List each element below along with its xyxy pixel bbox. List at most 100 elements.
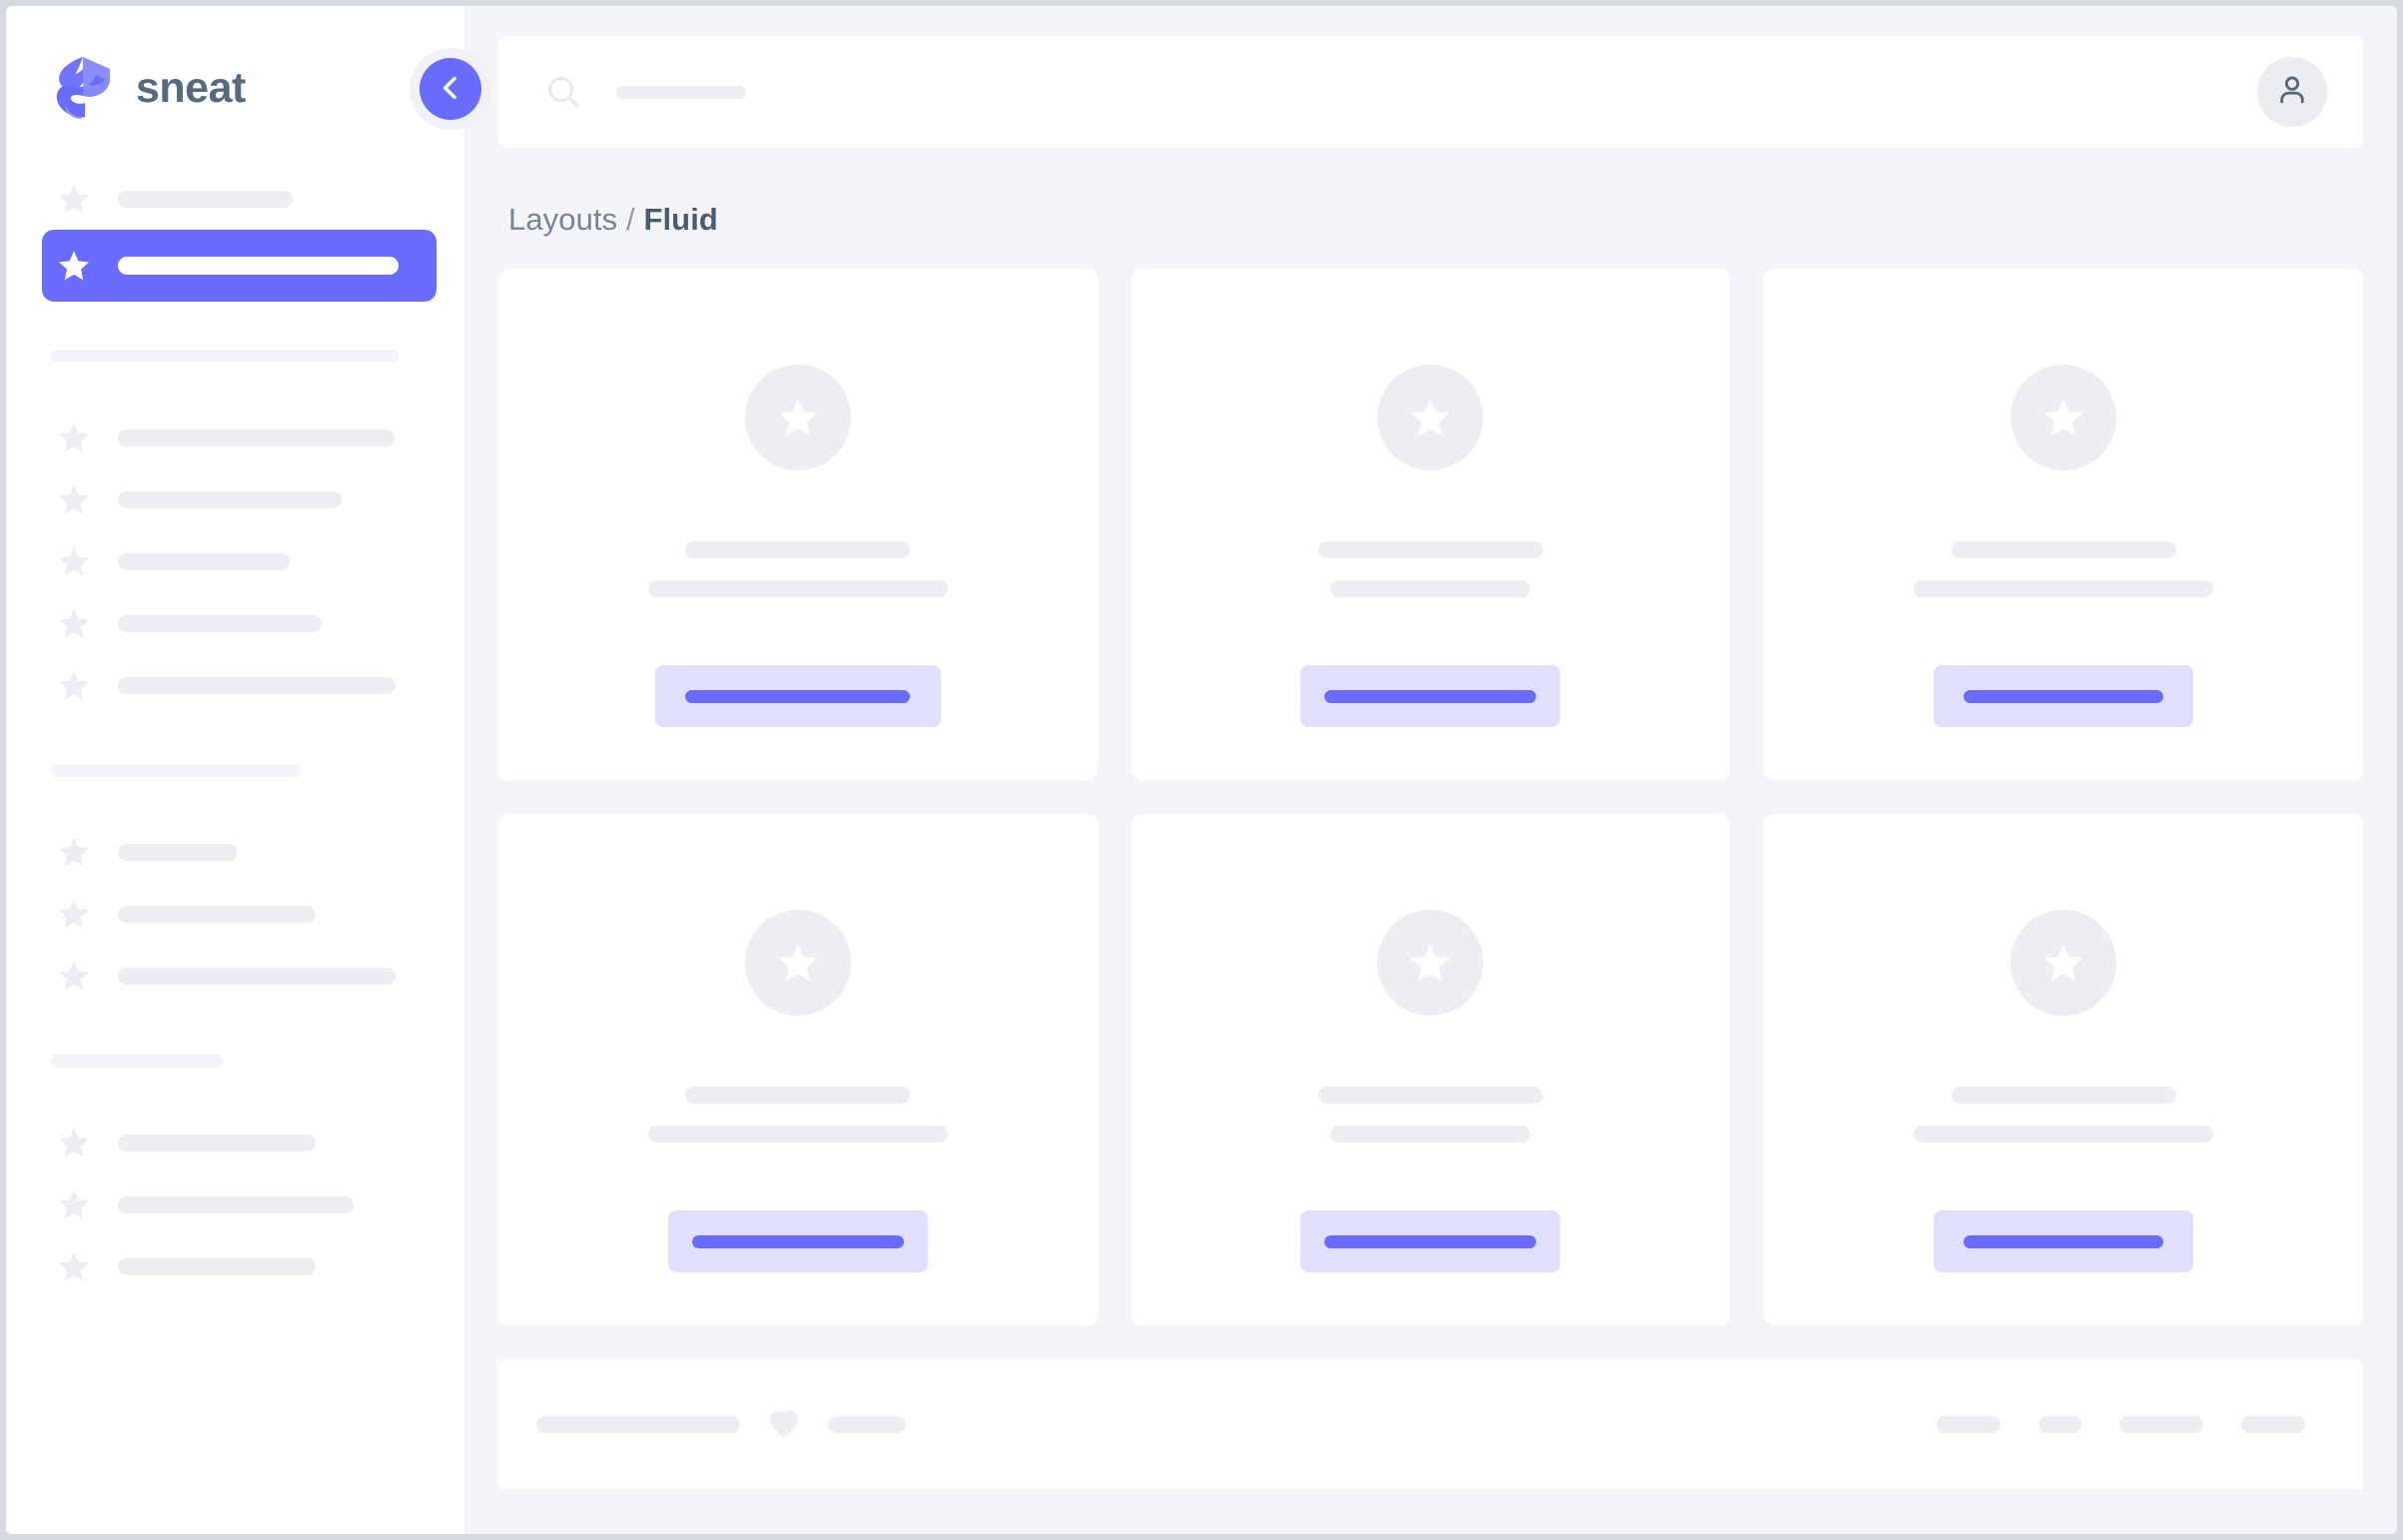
sidebar: sneat	[6, 6, 491, 1534]
breadcrumb-separator: /	[626, 202, 635, 237]
star-icon	[56, 1125, 92, 1160]
star-icon	[2040, 940, 2086, 986]
card-avatar	[1377, 365, 1484, 470]
app-window: sneat	[6, 6, 2397, 1534]
star-icon	[56, 834, 92, 870]
collapse-toggle-wrap	[409, 48, 491, 130]
search-icon	[544, 73, 582, 111]
sidebar-item-label	[118, 676, 396, 694]
user-icon	[2273, 71, 2311, 114]
card-avatar	[1377, 910, 1484, 1016]
sidebar-item[interactable]	[42, 654, 424, 716]
star-icon	[56, 181, 92, 217]
sidebar-item-label	[118, 843, 238, 861]
card-action-label	[1964, 1234, 2164, 1248]
footer-right	[1937, 1415, 2305, 1433]
breadcrumb-current: Fluid	[643, 202, 718, 237]
footer-link[interactable]	[1937, 1415, 2001, 1433]
footer-link[interactable]	[2241, 1415, 2305, 1433]
sidebar-item[interactable]	[42, 592, 424, 654]
sidebar-item[interactable]	[42, 1173, 424, 1235]
card-title	[1317, 1087, 1543, 1104]
card-grid	[498, 269, 2363, 1325]
breadcrumb-parent[interactable]: Layouts	[508, 202, 618, 237]
footer-text	[536, 1415, 740, 1433]
card-action-label	[685, 689, 911, 703]
nav-group-gap	[6, 1068, 464, 1112]
card-action-button[interactable]	[667, 1210, 928, 1272]
sidebar-item-label	[118, 490, 342, 508]
user-avatar-button[interactable]	[2257, 57, 2327, 127]
sneat-s-logo-icon	[52, 55, 114, 121]
card-subtitle	[1330, 580, 1531, 597]
star-icon	[56, 419, 92, 455]
card-action-label	[1964, 689, 2164, 703]
sidebar-section-header	[51, 764, 301, 777]
star-icon	[56, 605, 92, 641]
card-title	[1951, 541, 2176, 558]
card-avatar	[744, 365, 851, 470]
star-icon	[56, 1186, 92, 1222]
footer-link[interactable]	[2038, 1415, 2081, 1433]
sidebar-section-header	[51, 1055, 223, 1068]
content-card	[1764, 269, 2363, 780]
card-action-button[interactable]	[1934, 1210, 2194, 1272]
content-card	[498, 269, 1098, 780]
star-icon	[775, 394, 821, 440]
card-title	[1317, 541, 1543, 558]
sidebar-item-label	[118, 1257, 316, 1275]
star-icon	[56, 481, 92, 517]
sidebar-item[interactable]	[42, 821, 424, 883]
sidebar-item[interactable]	[42, 168, 424, 230]
card-action-button[interactable]	[1934, 665, 2194, 727]
sidebar-item[interactable]	[42, 530, 424, 592]
sidebar-item-label	[118, 614, 322, 632]
sidebar-item-label	[118, 552, 290, 570]
chevron-left-icon	[434, 72, 466, 107]
nav-group-gap	[6, 1007, 464, 1055]
sidebar-item-label	[118, 967, 396, 985]
card-action-label	[691, 1234, 904, 1248]
sidebar-section-header	[51, 350, 399, 363]
sidebar-item[interactable]	[42, 945, 424, 1007]
content-card	[1764, 814, 2363, 1325]
content-card	[1131, 269, 1731, 780]
star-icon	[1407, 940, 1453, 986]
sidebar-item-label	[118, 1195, 354, 1213]
card-action-button[interactable]	[1300, 665, 1561, 727]
footer-link[interactable]	[2119, 1415, 2203, 1433]
footer-left	[536, 1406, 906, 1442]
nav-group-gap	[6, 363, 464, 406]
top-navbar	[498, 36, 2363, 148]
sidebar-item-label	[118, 190, 293, 208]
sidebar-collapse-button[interactable]	[419, 58, 481, 120]
sidebar-nav	[6, 124, 464, 1297]
sidebar-item-label	[118, 1134, 316, 1152]
search-bar[interactable]	[544, 73, 2257, 111]
sidebar-item-label	[118, 428, 395, 446]
card-action-label	[1324, 1234, 1537, 1248]
brand-name: sneat	[136, 63, 246, 112]
nav-group-gap	[6, 716, 464, 764]
card-avatar	[2010, 910, 2117, 1016]
card-title	[685, 1087, 911, 1104]
sidebar-item[interactable]	[42, 406, 424, 468]
sidebar-item[interactable]	[42, 883, 424, 945]
nav-group-gap	[6, 302, 464, 350]
page-footer	[498, 1359, 2363, 1489]
brand[interactable]: sneat	[6, 6, 464, 124]
star-icon	[56, 248, 92, 284]
sidebar-item-active[interactable]	[42, 230, 436, 302]
content-card	[1131, 814, 1731, 1325]
content-card	[498, 814, 1098, 1325]
footer-text	[828, 1415, 906, 1433]
search-input[interactable]	[616, 85, 746, 99]
heart-icon	[766, 1406, 802, 1442]
card-action-button[interactable]	[1300, 1210, 1561, 1272]
sidebar-item[interactable]	[42, 1235, 424, 1297]
card-avatar	[2010, 365, 2117, 470]
sidebar-item-label	[118, 905, 316, 923]
card-action-button[interactable]	[654, 665, 941, 727]
sidebar-item[interactable]	[42, 468, 424, 530]
sidebar-item[interactable]	[42, 1112, 424, 1173]
